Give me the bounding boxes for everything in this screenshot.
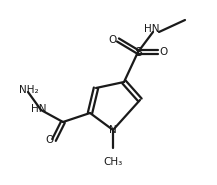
Text: NH₂: NH₂ — [19, 85, 39, 95]
Text: S: S — [134, 46, 142, 58]
Text: HN: HN — [144, 24, 160, 34]
Text: N: N — [109, 125, 117, 135]
Text: CH₃: CH₃ — [103, 157, 123, 167]
Text: O: O — [45, 135, 53, 145]
Text: HN: HN — [31, 104, 47, 114]
Text: O: O — [160, 47, 168, 57]
Text: O: O — [108, 35, 116, 45]
